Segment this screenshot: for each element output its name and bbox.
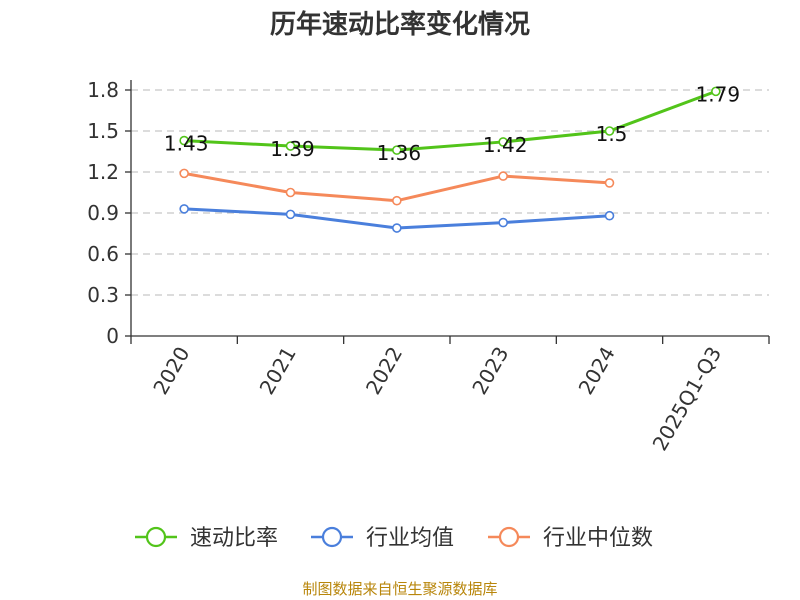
data-label: 1.36	[377, 141, 422, 165]
data-point	[604, 178, 615, 188]
data-label: 1.79	[696, 82, 741, 106]
legend-label: 速动比率	[190, 526, 278, 551]
legend-item: 行业中位数	[488, 526, 653, 551]
data-label: 1.39	[270, 137, 315, 161]
data-point	[604, 126, 615, 136]
x-tick-label: 2021	[255, 343, 301, 399]
x-tick-label: 2022	[361, 343, 407, 399]
x-tick-label: 2020	[148, 343, 194, 399]
legend: 速动比率 行业均值 行业中位数	[135, 526, 653, 551]
data-label: 1.5	[596, 122, 628, 146]
y-tick-label: 1.8	[87, 78, 119, 102]
x-axis-ticks: 2020 2021 2022 2023 2024 2025Q1-Q3	[130, 336, 770, 455]
y-tick-label: 0.3	[87, 283, 119, 307]
y-tick-label: 0	[106, 324, 119, 348]
series-line	[184, 89, 717, 152]
legend-marker	[321, 526, 343, 548]
data-point	[392, 223, 402, 233]
data-point	[604, 210, 615, 221]
y-axis-ticks: 0 0.3 0.6 0.9 1.2 1.5 1.8	[87, 78, 131, 348]
data-label: 1.42	[483, 133, 528, 157]
chart-title: 历年速动比率变化情况	[270, 9, 530, 40]
data-point	[498, 217, 508, 228]
legend-marker	[145, 526, 167, 548]
legend-label: 行业中位数	[543, 526, 653, 551]
data-point	[179, 204, 189, 214]
y-tick-label: 1.5	[87, 119, 119, 143]
data-point	[179, 168, 189, 179]
data-labels: 1.43 1.39 1.36 1.42 1.5 1.79	[164, 82, 740, 165]
source-note: 制图数据来自恒生聚源数据库	[302, 580, 497, 598]
x-tick-label: 2025Q1-Q3	[647, 343, 726, 455]
legend-label: 行业均值	[366, 526, 454, 551]
y-tick-label: 1.2	[87, 160, 119, 184]
grid-lines	[131, 89, 769, 296]
y-tick-label: 0.9	[87, 201, 119, 225]
data-point	[285, 187, 296, 198]
data-point	[285, 209, 296, 220]
legend-marker	[498, 526, 520, 548]
legend-item: 行业均值	[311, 526, 454, 551]
y-tick-label: 0.6	[87, 242, 119, 266]
data-point	[179, 135, 189, 146]
data-point	[392, 195, 402, 206]
data-point	[392, 145, 402, 155]
data-point	[285, 141, 296, 151]
data-point	[498, 137, 508, 147]
data-point	[498, 171, 508, 181]
x-tick-label: 2023	[467, 342, 513, 398]
data-point	[711, 86, 721, 97]
series-group	[179, 86, 721, 233]
legend-item: 速动比率	[135, 526, 278, 551]
axes	[130, 80, 769, 337]
data-label: 1.43	[164, 132, 209, 156]
x-tick-label: 2024	[574, 343, 620, 399]
